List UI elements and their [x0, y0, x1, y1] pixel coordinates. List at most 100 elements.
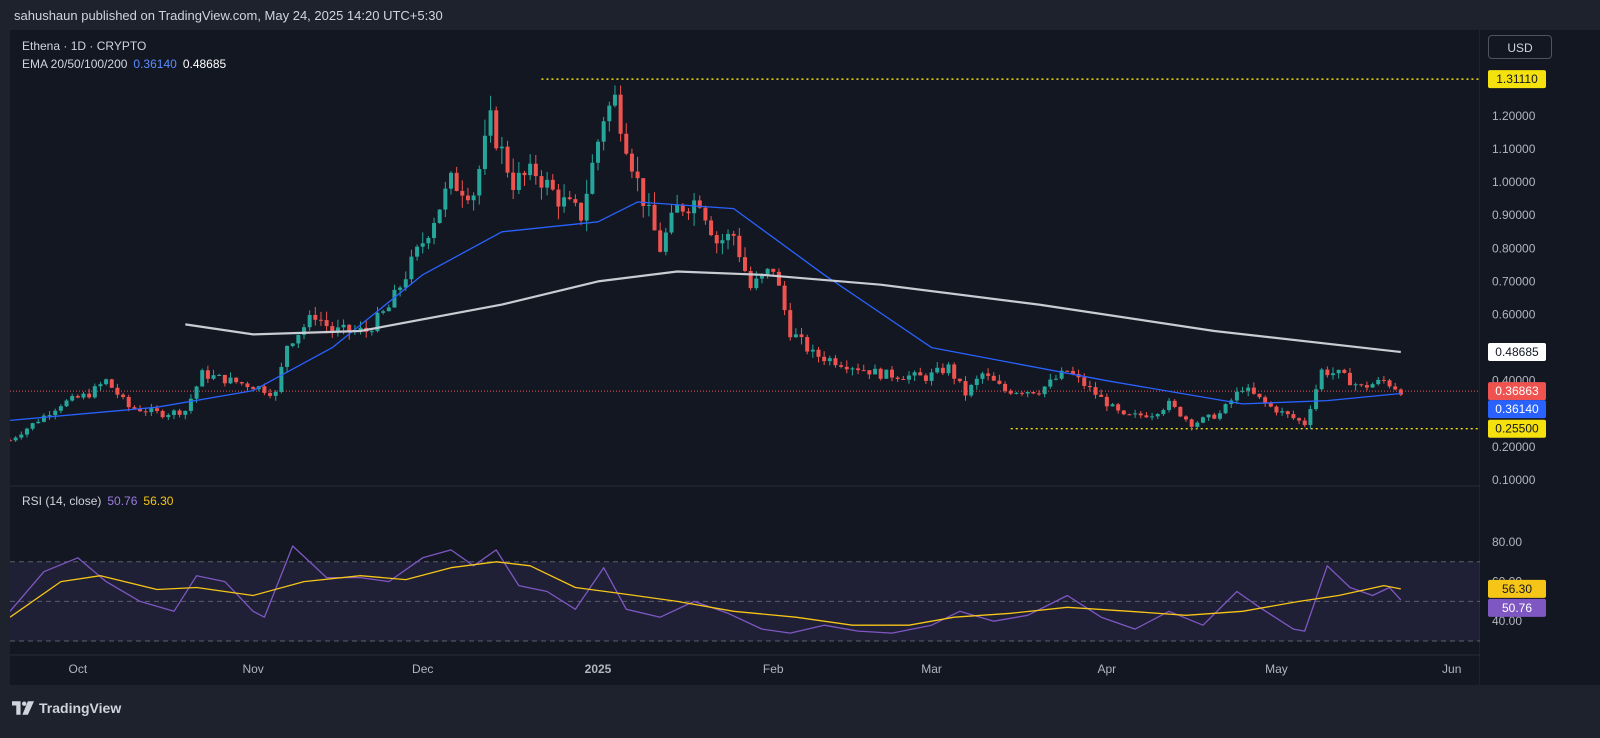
support-badge-text: 0.25500: [1495, 422, 1539, 436]
rsi-label: RSI (14, close): [22, 494, 102, 508]
candle-up: [1195, 422, 1200, 427]
candle-down: [143, 411, 148, 413]
candle-up: [912, 372, 917, 376]
candle-down: [251, 387, 256, 390]
candle-down: [330, 326, 335, 333]
candle-up: [1150, 416, 1155, 418]
candle-up: [92, 386, 97, 398]
symbol-legend[interactable]: Ethena · 1D · CRYPTO: [22, 39, 146, 53]
price-tick-label: 1.10000: [1492, 142, 1536, 156]
candle-up: [443, 188, 448, 210]
candle-up: [398, 287, 403, 290]
candle-down: [1359, 384, 1364, 386]
currency-button[interactable]: USD: [1488, 35, 1552, 59]
candle-up: [562, 197, 567, 207]
rsi-badge: 50.76: [1488, 598, 1546, 617]
candle-up: [30, 423, 35, 429]
ema-legend[interactable]: EMA 20/50/100/200 0.36140 0.48685: [22, 57, 226, 71]
candle-down: [550, 179, 555, 190]
candle-down: [155, 408, 159, 411]
rsi-ma-value: 56.30: [143, 494, 174, 508]
candle-up: [1053, 378, 1058, 380]
price-axis-panel[interactable]: 0.100000.200000.300000.400000.500000.600…: [1480, 30, 1600, 685]
time-tick-label: Mar: [921, 662, 942, 676]
candle-up: [884, 369, 889, 379]
candle-up: [415, 246, 420, 257]
rsi-ma-line: [10, 561, 1401, 626]
candle-down: [1099, 394, 1104, 397]
candle-down: [963, 381, 968, 396]
candle-up: [403, 279, 408, 288]
candle-up: [545, 179, 550, 188]
chart-pane[interactable]: Oct Nov Dec 2025 Feb Mar Apr May Jun Ethena · 1D…: [10, 30, 1490, 685]
attribution-bar: sahushaun published on TradingView.com, …: [0, 0, 1600, 30]
candle-down: [109, 379, 114, 388]
candle-up: [24, 428, 29, 435]
candle-down: [87, 393, 92, 398]
chart-canvas[interactable]: Oct Nov Dec 2025 Feb Mar Apr May Jun: [10, 30, 1490, 685]
candle-down: [1065, 370, 1070, 372]
candle-up: [1308, 409, 1313, 426]
rsi-badge-box: [1488, 598, 1546, 617]
candle-down: [1325, 369, 1330, 376]
candle-up: [1048, 379, 1053, 387]
candle-up: [969, 385, 974, 396]
candle-up: [1246, 387, 1251, 391]
candle-up: [1280, 411, 1285, 413]
candle-down: [239, 382, 244, 384]
candle-up: [1167, 400, 1172, 410]
candle-up: [754, 278, 759, 289]
candle-down: [624, 133, 629, 154]
candle-down: [494, 110, 499, 149]
price-axis[interactable]: 0.100000.200000.300000.400000.500000.600…: [1480, 30, 1600, 685]
candle-down: [782, 285, 787, 311]
candle-up: [488, 110, 493, 136]
candle-up: [375, 312, 380, 332]
candle-down: [539, 176, 544, 188]
last-price-badge-box: [1488, 382, 1546, 401]
rsi-value: 50.76: [107, 494, 138, 508]
price-tick-label: 0.70000: [1492, 274, 1536, 288]
candle-down: [776, 271, 781, 286]
candle-up: [149, 408, 154, 413]
candle-down: [822, 356, 827, 362]
candle-down: [703, 207, 708, 221]
candle-down: [1274, 406, 1279, 413]
candle-up: [692, 200, 697, 214]
candle-down: [1381, 379, 1386, 381]
candle-down: [1037, 393, 1041, 395]
tradingview-brand[interactable]: TradingView: [12, 696, 121, 720]
candle-up: [53, 410, 58, 416]
candle-down: [641, 178, 646, 206]
candle-down: [160, 410, 165, 418]
candle-down: [1302, 420, 1307, 426]
rsi-line: [10, 545, 1402, 634]
candle-down: [986, 373, 991, 376]
time-tick-label: Jun: [1442, 662, 1461, 676]
ema-fast-value: 0.36140: [133, 57, 177, 71]
candle-down: [1020, 392, 1025, 394]
candle-up: [646, 204, 651, 206]
candle-up: [759, 274, 764, 279]
candle-up: [1319, 369, 1324, 390]
candle-up: [449, 172, 453, 189]
candle-down: [1082, 377, 1087, 386]
candle-down: [743, 257, 747, 272]
ema-label: EMA 20/50/100/200: [22, 57, 128, 71]
candle-up: [669, 212, 674, 233]
rsi-legend[interactable]: RSI (14, close) 50.76 56.30: [22, 494, 173, 508]
candle-up: [471, 195, 476, 201]
time-tick-label: Nov: [242, 662, 263, 676]
candle-up: [793, 334, 798, 338]
candle-down: [856, 368, 861, 371]
candle-down: [1347, 372, 1352, 386]
time-tick-label: 2025: [585, 662, 612, 676]
candle-up: [516, 172, 521, 190]
candle-up: [302, 327, 306, 335]
candle-down: [1285, 411, 1290, 415]
candle-down: [138, 408, 143, 412]
candle-up: [1223, 404, 1228, 414]
ema-slow-badge-box: [1488, 342, 1546, 361]
ema-fast-badge-text: 0.36140: [1495, 402, 1539, 416]
candle-up: [13, 437, 18, 441]
